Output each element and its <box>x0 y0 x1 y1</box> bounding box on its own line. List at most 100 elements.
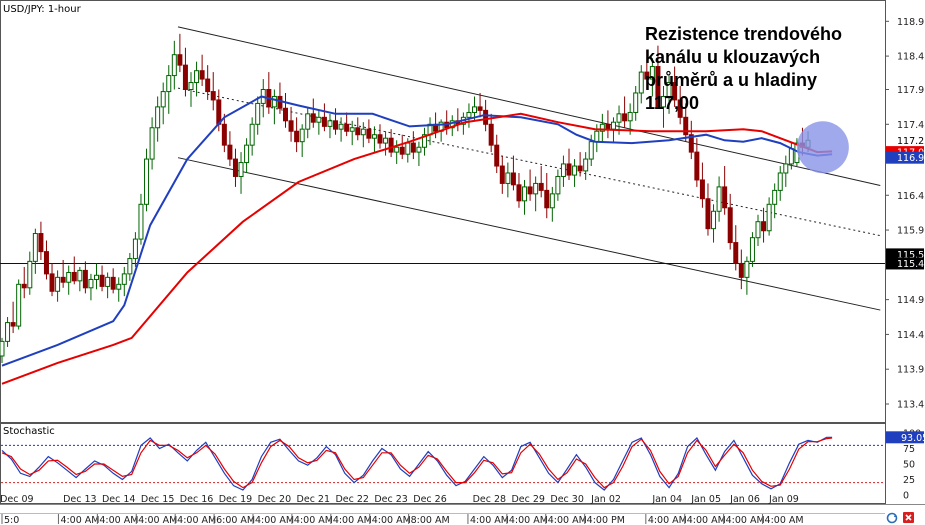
stochastic-levels <box>1 444 885 484</box>
candle <box>649 58 655 97</box>
channel-upper-line <box>177 26 881 187</box>
candle-body <box>299 128 305 143</box>
candle-body <box>483 109 489 125</box>
candle-body <box>594 130 600 143</box>
trend-channel <box>177 26 881 311</box>
candle-body <box>466 111 472 118</box>
candle-body <box>749 237 755 262</box>
stochastic-last-box <box>886 431 924 444</box>
annotation-circle <box>796 121 849 174</box>
candle <box>43 240 49 280</box>
candle <box>727 193 733 250</box>
candle <box>694 138 700 187</box>
candle <box>755 214 761 247</box>
candle-body <box>722 186 728 209</box>
candle <box>505 162 511 198</box>
candle-body <box>144 158 150 205</box>
candle <box>599 113 605 142</box>
price-tag-label: 115.58 <box>897 250 925 261</box>
candle-body <box>538 182 544 191</box>
candle-body <box>683 116 689 136</box>
date-label: Jan 02 <box>590 494 621 505</box>
time-label: 4:00 AM <box>333 515 372 525</box>
candle-body <box>588 141 594 160</box>
candle <box>21 266 27 299</box>
stochastic-last-label: 93.05 <box>901 433 925 444</box>
candle <box>82 261 88 294</box>
candle-body <box>210 91 216 101</box>
candle-body <box>221 123 227 146</box>
candle <box>655 45 661 108</box>
candle <box>549 186 555 222</box>
date-label: Dec 19 <box>219 494 253 505</box>
candle-body <box>94 274 99 280</box>
candle <box>60 259 66 288</box>
candle <box>177 33 183 73</box>
price-tags: 117.22117.05116.97115.58115.45 <box>886 134 925 270</box>
candle <box>305 106 311 139</box>
date-label: Jan 05 <box>690 494 721 505</box>
candle-body <box>71 271 77 282</box>
candle-body <box>738 262 744 278</box>
candle <box>227 131 233 167</box>
candle <box>383 131 389 156</box>
price-tag-label: 116.97 <box>897 153 925 164</box>
sync-icon[interactable] <box>886 512 898 524</box>
price-tick-label: 114.43 <box>897 330 925 341</box>
candle-body <box>488 123 494 146</box>
candle <box>560 155 566 187</box>
candle-body <box>321 116 327 127</box>
date-label: Jan 06 <box>729 494 760 505</box>
price-tick-label: 117.45 <box>897 120 925 131</box>
candle-body <box>694 151 700 181</box>
candle <box>666 75 672 114</box>
candle-body <box>716 186 722 212</box>
candle <box>777 166 783 201</box>
candle-body <box>627 111 633 122</box>
candle-body <box>349 127 355 132</box>
candle-body <box>560 163 566 177</box>
price-tick-label: 117.95 <box>897 85 925 96</box>
close-icon[interactable] <box>903 512 914 523</box>
stochastic-tick-label: 0 <box>903 491 909 502</box>
candle-body <box>410 142 416 153</box>
candle-body <box>549 193 555 209</box>
candle <box>583 152 589 180</box>
candle-body <box>655 66 661 108</box>
price-tick-label: 113.93 <box>897 365 925 376</box>
date-label: Dec 16 <box>180 494 214 505</box>
time-label: 4:00 AM <box>294 515 333 525</box>
chart-title: USD/JPY: 1-hour <box>3 4 82 15</box>
candle-body <box>232 158 238 177</box>
candle <box>49 263 55 297</box>
candle <box>116 277 122 302</box>
candle-body <box>644 71 650 80</box>
channel-lower-line <box>177 157 881 311</box>
candle <box>399 134 405 160</box>
candle <box>249 117 255 156</box>
candle <box>421 127 427 156</box>
candle <box>255 96 261 135</box>
price-tick-label: 116.43 <box>897 191 925 202</box>
candle-body <box>32 233 38 262</box>
candle-body <box>755 221 761 239</box>
candle-body <box>394 146 400 153</box>
candle <box>510 155 516 191</box>
candle <box>633 86 639 121</box>
candle <box>299 124 305 157</box>
candle-body <box>171 54 177 77</box>
candle-body <box>160 91 166 108</box>
candle-body <box>405 142 411 155</box>
candle <box>110 268 116 294</box>
candle <box>711 204 717 243</box>
candle-body <box>566 163 572 176</box>
candle-body <box>494 144 500 167</box>
candle-body <box>88 278 94 289</box>
candle <box>344 112 350 137</box>
candle <box>349 120 355 146</box>
candle-body <box>338 123 344 130</box>
candle-body <box>0 340 5 357</box>
candle <box>333 108 339 135</box>
candle-body <box>238 162 244 177</box>
